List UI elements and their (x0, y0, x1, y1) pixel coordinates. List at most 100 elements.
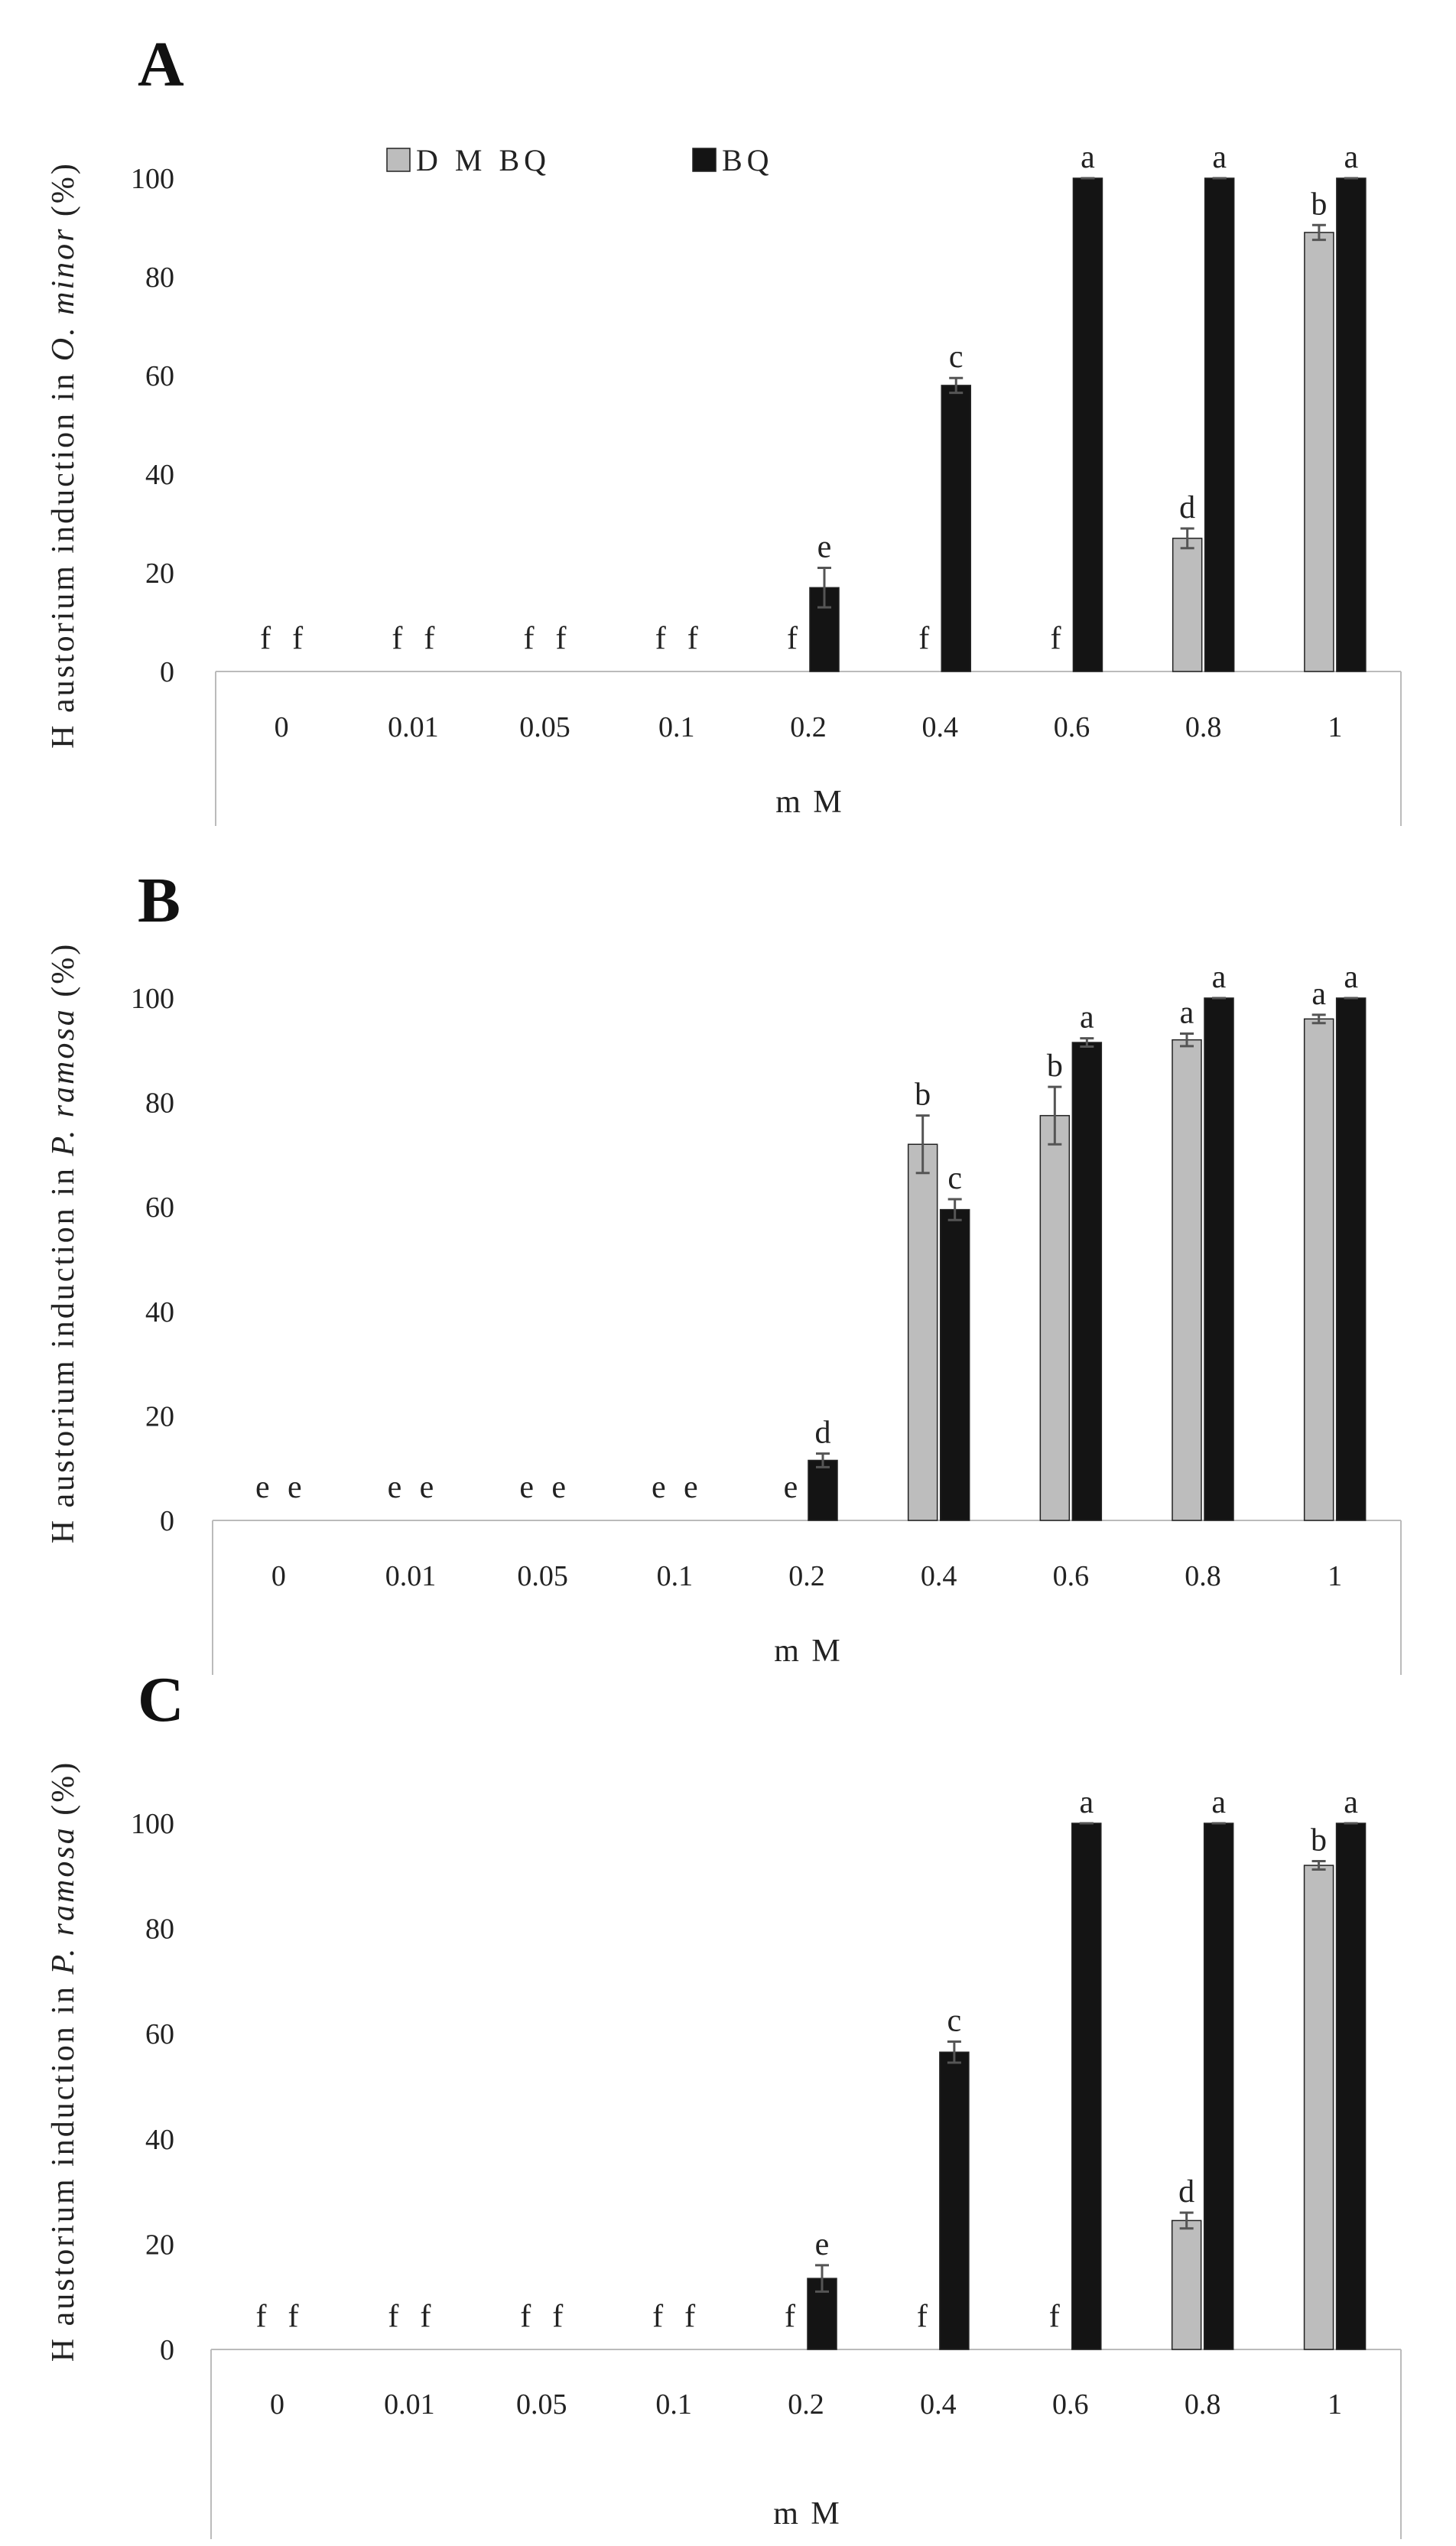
y-tick-label: 100 (131, 163, 174, 195)
x-tick-label: 0.05 (517, 1560, 568, 1592)
y-axis-title-species: O. minor (46, 227, 81, 362)
significance-letter: f (260, 621, 271, 656)
significance-letter: e (684, 1470, 698, 1505)
bar-dmbq (1172, 1039, 1202, 1521)
significance-letter: d (1178, 2174, 1194, 2209)
significance-letter: f (520, 2299, 531, 2334)
panel-letter: B (138, 865, 180, 936)
significance-letter: e (255, 1470, 270, 1505)
x-tick-label: 0.05 (519, 711, 570, 743)
x-axis-title: m M (775, 785, 844, 820)
x-tick-label: 0.01 (385, 1560, 437, 1592)
x-tick-label: 1 (1328, 1560, 1342, 1592)
y-tick-label: 100 (131, 983, 174, 1015)
panel-letter: A (138, 29, 184, 100)
significance-letter: d (815, 1416, 831, 1451)
significance-letter: b (1311, 187, 1327, 222)
significance-letter: e (784, 1470, 798, 1505)
bar-dmbq (1172, 538, 1203, 672)
y-tick-label: 0 (160, 2334, 174, 2366)
y-axis-title-suffix: (%) (46, 161, 81, 226)
panel-A: A 0 20 40 60 80 100 H austorium induction in O.… (46, 29, 1402, 826)
bar-bq (1204, 177, 1235, 672)
bar-bq (1072, 177, 1103, 672)
legend-label: D M BQ (416, 143, 551, 177)
significance-letter: c (949, 340, 964, 375)
significance-letter: f (556, 621, 567, 656)
legend: D M BQ BQ (386, 143, 774, 177)
y-tick-label: 40 (145, 459, 174, 491)
y-tick-label: 0 (160, 1505, 174, 1537)
y-axis-title-species: P. ramosa (46, 1007, 81, 1156)
significance-letter: f (288, 2299, 298, 2334)
bar-dmbq (1303, 1018, 1334, 1521)
x-tick-label: 0.2 (790, 711, 827, 743)
y-tick-label: 40 (145, 2124, 174, 2156)
bar-bq (1335, 1823, 1367, 2350)
panel-C: C 0 20 40 60 80 100 H austorium induction in P.… (46, 1664, 1402, 2539)
significance-letter: f (687, 621, 698, 656)
panel-letter: C (138, 1664, 184, 1735)
significance-letter: c (947, 2004, 962, 2039)
y-tick-label: 100 (131, 1808, 174, 1840)
x-tick-label: 0 (271, 1560, 286, 1592)
y-tick-label: 60 (145, 1192, 174, 1224)
significance-letter: f (424, 621, 434, 656)
y-axis-title-species: P. ramosa (46, 1826, 81, 1975)
y-axis-title: H austorium induction in P. ramosa (%) (46, 942, 81, 1543)
y-tick-label: 20 (145, 1400, 174, 1432)
significance-letter: f (655, 621, 666, 656)
significance-letter: a (1311, 977, 1326, 1012)
x-axis-title: m M (774, 1634, 843, 1669)
x-tick-label: 0.01 (388, 711, 439, 743)
x-tick-label: 0.6 (1054, 711, 1090, 743)
y-tick-label: 40 (145, 1296, 174, 1328)
x-tick-label: 0 (270, 2388, 284, 2421)
x-tick-label: 0.6 (1053, 1560, 1090, 1592)
bar-bq (939, 2051, 970, 2350)
significance-letter: f (392, 621, 402, 656)
x-tick-label: 0.2 (788, 1560, 825, 1592)
y-tick-label: 0 (160, 656, 174, 688)
bar-dmbq (907, 1143, 938, 1521)
significance-letter: e (817, 530, 832, 565)
y-tick-label: 80 (145, 1088, 174, 1120)
y-axis-title-prefix: H austorium induction in (46, 1156, 81, 1544)
y-tick-label: 20 (145, 2229, 174, 2261)
bar-bq (939, 1208, 970, 1521)
x-tick-label: 0.8 (1185, 711, 1222, 743)
x-tick-label: 0.2 (788, 2388, 824, 2421)
bar-dmbq (1303, 1865, 1334, 2350)
x-tick-label: 0.1 (658, 711, 695, 743)
legend-label: BQ (722, 143, 774, 177)
significance-letter: e (388, 1470, 402, 1505)
significance-letter: a (1344, 1785, 1358, 1820)
significance-letter: a (1180, 995, 1194, 1030)
x-tick-label: 0.8 (1185, 1560, 1221, 1592)
significance-letter: f (524, 621, 535, 656)
significance-letter: c (947, 1161, 962, 1196)
significance-letter: a (1081, 140, 1095, 175)
bar-bq (1335, 997, 1367, 1521)
significance-letter: d (1179, 490, 1195, 525)
significance-letter: a (1080, 1000, 1094, 1036)
significance-letter: b (915, 1078, 931, 1113)
significance-letter: b (1311, 1823, 1327, 1858)
x-tick-label: 0.6 (1052, 2388, 1089, 2421)
x-tick-label: 1 (1328, 711, 1342, 743)
significance-letter: b (1047, 1049, 1063, 1084)
significance-letter: f (552, 2299, 563, 2334)
y-axis-title-suffix: (%) (46, 1761, 81, 1826)
significance-letter: f (292, 621, 303, 656)
y-axis-title: H austorium induction in O. minor (%) (46, 161, 81, 749)
bar-bq (1071, 1823, 1102, 2350)
significance-letter: f (1049, 2299, 1060, 2334)
significance-letter: f (255, 2299, 266, 2334)
y-tick-label: 80 (145, 262, 174, 294)
significance-letter: a (1212, 140, 1227, 175)
x-tick-label: 0.1 (655, 2388, 692, 2421)
significance-letter: f (917, 2299, 928, 2334)
bar-dmbq (1171, 2219, 1202, 2350)
y-tick-label: 20 (145, 558, 174, 590)
